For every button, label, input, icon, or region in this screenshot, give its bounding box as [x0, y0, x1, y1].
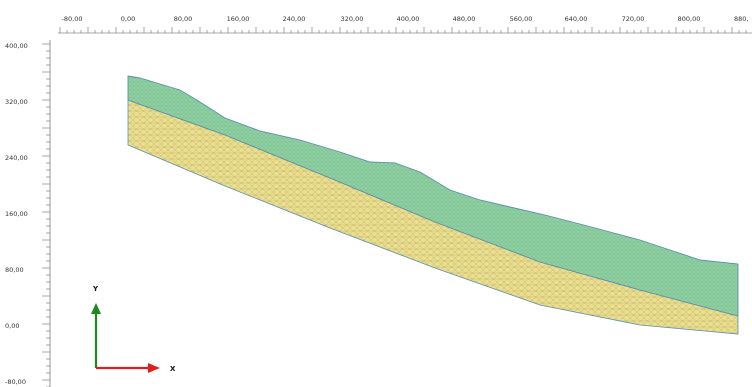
left-ruler-label: 0,00 [5, 322, 19, 330]
top-ruler-label: 640,00 [565, 15, 588, 23]
x-arrow-head-icon [148, 363, 160, 373]
left-ruler-label: 320,00 [5, 98, 28, 106]
left-ruler-label: -80,00 [5, 378, 26, 386]
left-ruler-ticks [42, 43, 50, 387]
top-ruler: -80,00 0,00 80,00 160,00 240,00 320,00 4… [58, 15, 752, 34]
top-ruler-label: 880, [734, 15, 748, 23]
top-ruler-label: 0,00 [121, 15, 135, 23]
top-ruler-label: 480,00 [453, 15, 476, 23]
left-ruler-label: 160,00 [5, 210, 28, 218]
left-ruler-label: 240,00 [5, 154, 28, 162]
top-ruler-label: -80,00 [62, 15, 83, 23]
top-ruler-label: 80,00 [174, 15, 193, 23]
left-ruler-label: 400,00 [5, 42, 28, 50]
x-axis-label: X [170, 365, 176, 373]
top-ruler-label: 320,00 [341, 15, 364, 23]
y-axis-label: Y [92, 285, 99, 293]
top-ruler-label: 800,00 [678, 15, 701, 23]
top-ruler-label: 240,00 [283, 15, 306, 23]
axes-triad: Y X [91, 285, 176, 373]
slope-model[interactable] [127, 75, 739, 335]
left-ruler-label: 80,00 [5, 266, 24, 274]
top-ruler-label: 400,00 [397, 15, 420, 23]
top-ruler-label: 720,00 [622, 15, 645, 23]
top-ruler-ticks [59, 27, 747, 33]
upper-soil-layer[interactable] [127, 75, 739, 317]
left-ruler: 400,00 320,00 240,00 160,00 80,00 0,00 -… [5, 40, 51, 387]
y-arrow-head-icon [91, 303, 101, 314]
top-ruler-label: 560,00 [510, 15, 533, 23]
top-ruler-label: 160,00 [227, 15, 250, 23]
